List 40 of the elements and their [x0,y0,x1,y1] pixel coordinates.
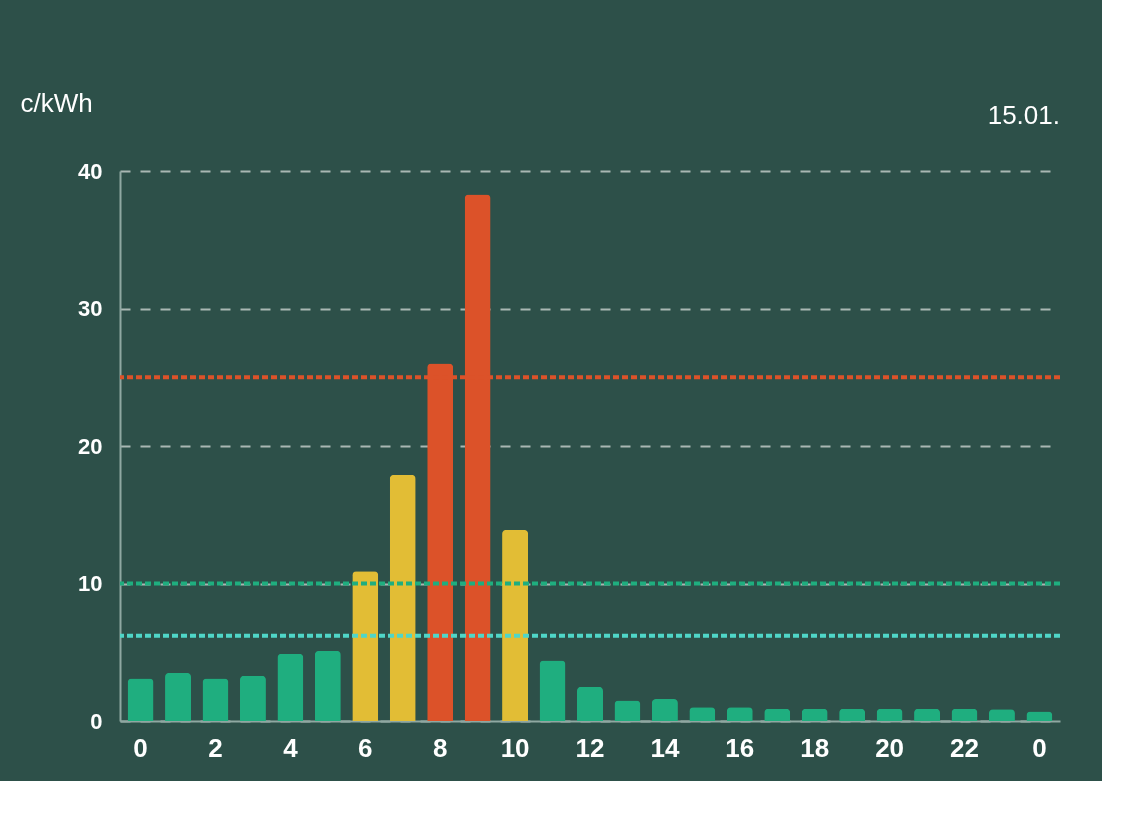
x-tick-label: 8 [432,732,448,763]
y-tick-label: 10 [78,571,103,596]
bar [539,660,566,721]
x-tick-label: 14 [650,732,680,763]
y-axis-title: c/kWh [20,87,93,118]
x-tick-label: 0 [1032,732,1047,763]
y-tick-label: 0 [90,708,103,734]
bar [314,650,341,721]
bar [651,699,678,721]
x-tick-label: 12 [575,732,605,763]
x-tick-label: 10 [500,732,530,763]
x-tick-label: 22 [950,732,979,763]
x-tick-label: 2 [208,732,223,763]
bar [502,529,529,721]
y-tick-label: 20 [78,433,103,459]
bar [165,672,192,721]
bar [202,678,229,721]
x-tick-label: 4 [283,732,299,763]
bar [914,708,941,721]
bar [577,686,603,721]
bar [764,708,791,721]
bar [277,653,304,721]
y-tick-label: 40 [78,158,103,184]
bar [839,708,866,721]
bar [352,571,379,721]
bar [127,678,154,721]
x-tick-label: 18 [800,732,830,763]
x-tick-label: 0 [133,732,148,763]
bar [389,474,416,721]
x-tick-label: 20 [875,732,905,763]
bar [689,707,716,721]
bar [801,708,828,721]
bar [239,675,266,721]
x-tick-label: 16 [725,732,755,763]
text: 15.01. [987,100,1060,130]
bar [614,700,641,721]
bar [951,708,978,721]
y-tick-label: 30 [78,296,103,321]
bar [876,708,903,721]
x-tick-label: 6 [358,732,373,763]
